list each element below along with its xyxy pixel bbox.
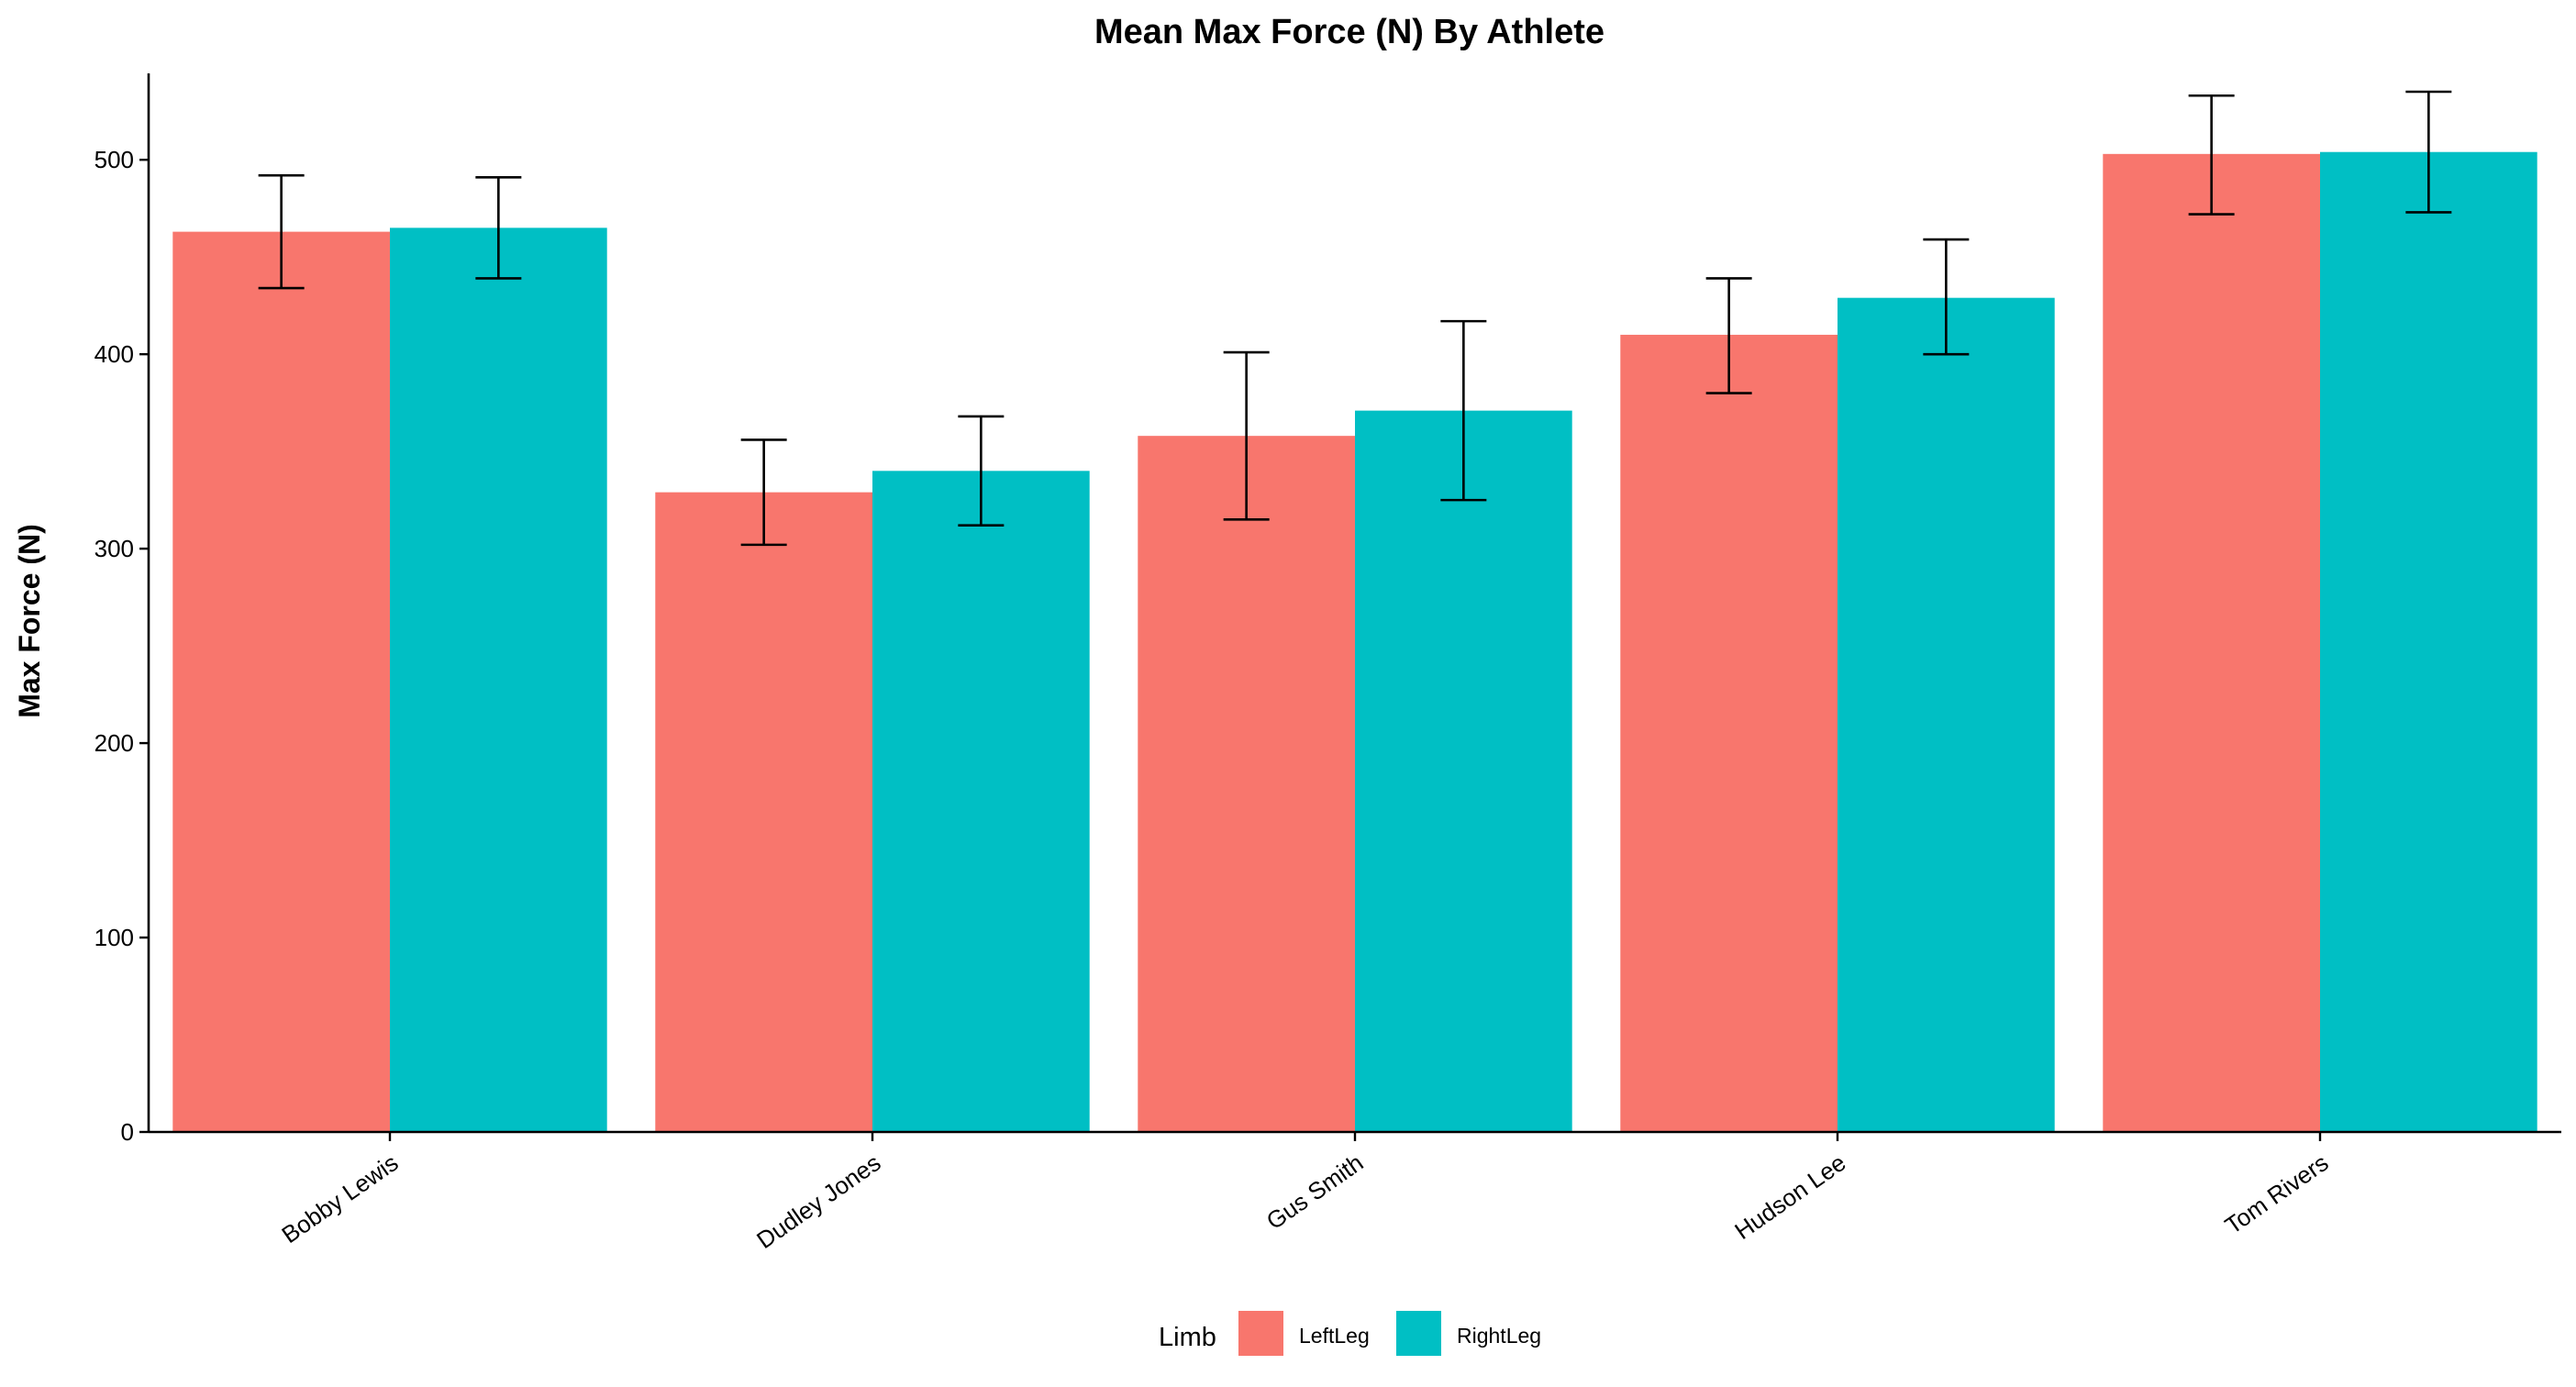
x-tick-label-3: Hudson Lee	[1729, 1148, 1850, 1245]
bar-rightleg-0	[390, 227, 607, 1132]
legend: Limb LeftLeg RightLeg	[1159, 1311, 1541, 1356]
bar-leftleg-0	[172, 231, 390, 1133]
y-tick-label-0: 0	[121, 1118, 134, 1146]
bar-leftleg-3	[1620, 334, 1838, 1132]
bar-rightleg-3	[1838, 297, 2055, 1132]
x-tick-label-1: Dudley Jones	[751, 1148, 885, 1254]
y-tick-label-1: 100	[94, 924, 134, 951]
legend-label-leftleg: LeftLeg	[1299, 1324, 1370, 1348]
legend-swatch-rightleg	[1396, 1311, 1441, 1356]
bar-rightleg-1	[872, 471, 1090, 1132]
chart-title: Mean Max Force (N) By Athlete	[1094, 13, 1604, 51]
legend-title: Limb	[1159, 1323, 1216, 1352]
x-tick-label-2: Gus Smith	[1261, 1148, 1369, 1235]
legend-label-rightleg: RightLeg	[1457, 1324, 1541, 1348]
bar-leftleg-4	[2103, 153, 2320, 1133]
plot-area: 0 100 200 300 400 500 Bobby Lewis Dudley Jones G…	[94, 73, 2561, 1254]
y-tick-label-5: 500	[94, 146, 134, 173]
x-tick-label-4: Tom Rivers	[2220, 1148, 2334, 1239]
y-axis-title: Max Force (N)	[13, 524, 46, 718]
y-tick-label-3: 300	[94, 535, 134, 562]
bar-rightleg-4	[2320, 151, 2537, 1133]
x-tick-label-0: Bobby Lewis	[276, 1148, 403, 1248]
y-tick-label-4: 400	[94, 340, 134, 368]
bar-leftleg-1	[655, 492, 872, 1132]
legend-swatch-leftleg	[1238, 1311, 1283, 1356]
y-tick-label-2: 200	[94, 729, 134, 757]
bar-leftleg-2	[1138, 436, 1355, 1132]
bar-rightleg-2	[1355, 410, 1572, 1132]
